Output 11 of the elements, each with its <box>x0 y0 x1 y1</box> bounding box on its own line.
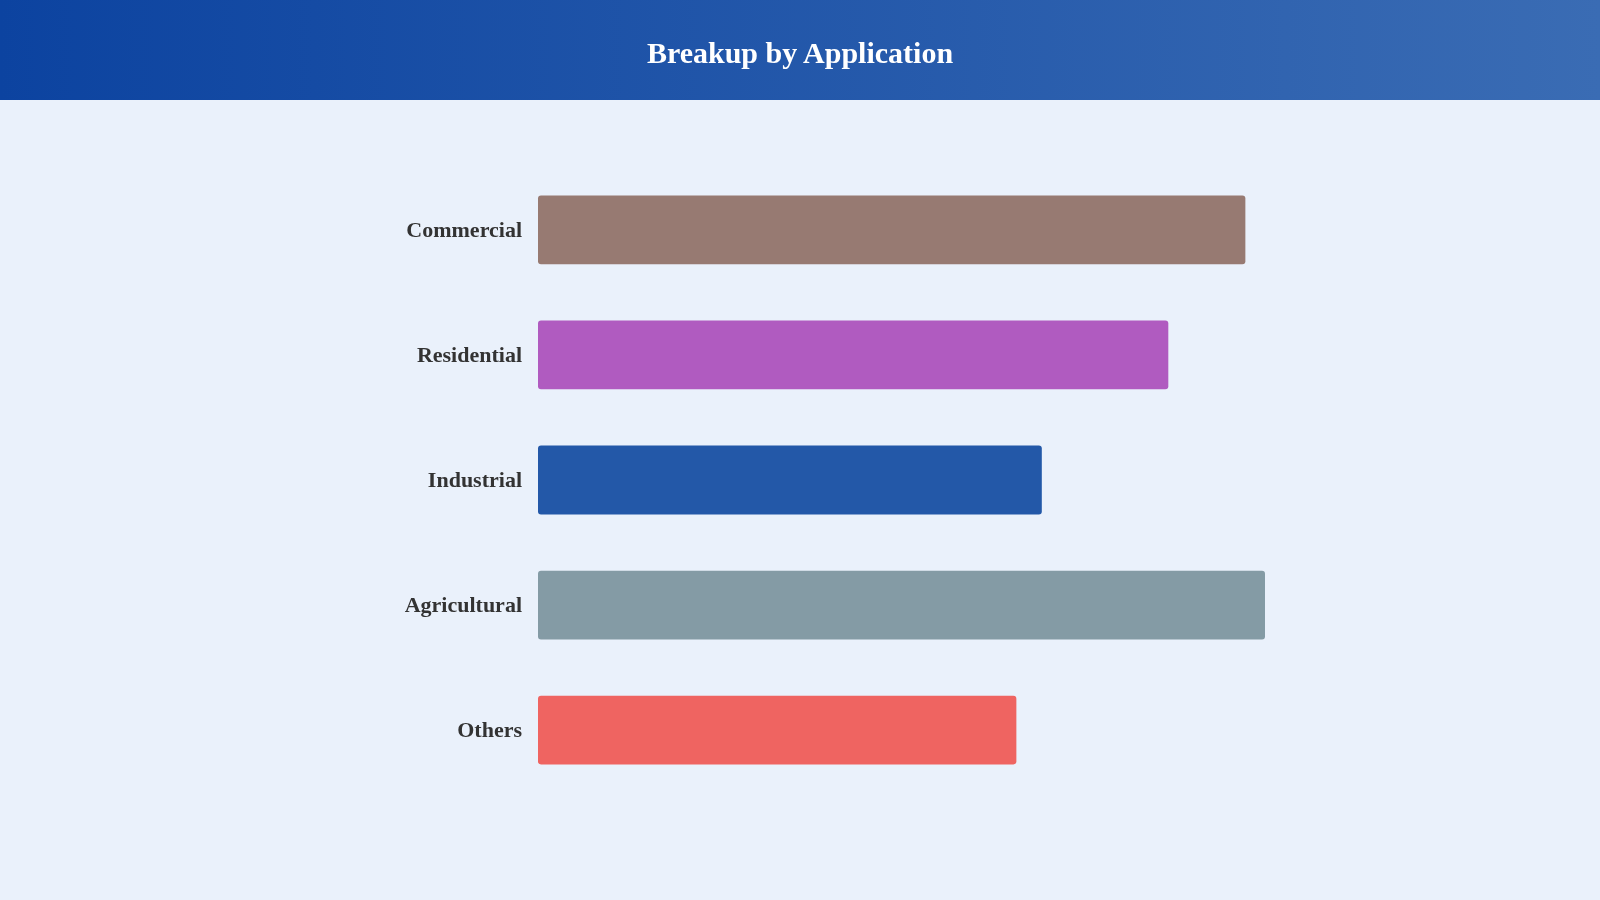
bar <box>538 695 1017 765</box>
bar <box>538 320 1169 390</box>
y-tick-label: Industrial <box>427 467 522 493</box>
bar <box>538 195 1246 265</box>
chart-title: Breakup by Application <box>646 36 954 69</box>
y-tick-label: Agricultural <box>404 592 522 618</box>
bar <box>538 570 1265 640</box>
bar <box>538 445 1042 515</box>
y-tick-label: Others <box>457 717 523 743</box>
y-tick-label: Residential <box>416 341 522 367</box>
y-tick-label: Commercial <box>406 216 522 242</box>
